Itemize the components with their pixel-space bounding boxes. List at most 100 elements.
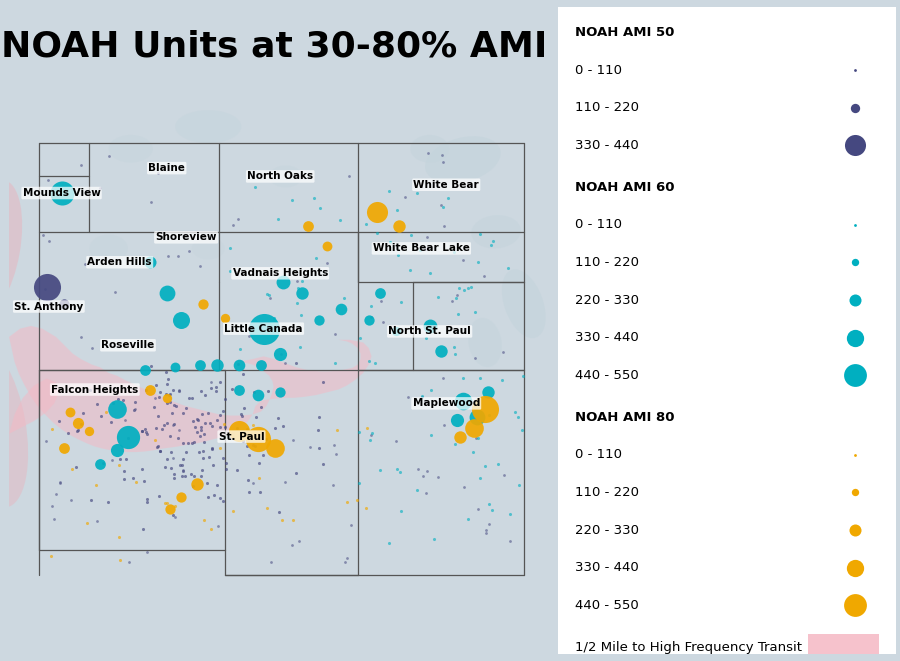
- Point: [342, 171, 356, 182]
- Ellipse shape: [0, 180, 22, 317]
- Point: [436, 201, 450, 212]
- Point: [194, 471, 208, 482]
- Point: [370, 207, 384, 217]
- Point: [248, 441, 262, 451]
- Text: Roseville: Roseville: [102, 340, 155, 350]
- Ellipse shape: [192, 237, 225, 260]
- Point: [215, 453, 230, 464]
- Ellipse shape: [468, 318, 502, 367]
- Point: [253, 402, 267, 412]
- Text: 110 - 220: 110 - 220: [575, 256, 639, 269]
- Point: [140, 427, 154, 438]
- Point: [478, 404, 492, 414]
- Ellipse shape: [410, 135, 449, 163]
- Point: [135, 464, 149, 475]
- Point: [95, 458, 110, 469]
- Point: [448, 439, 463, 449]
- Point: [85, 494, 99, 505]
- Point: [848, 65, 862, 75]
- Point: [191, 414, 205, 425]
- Point: [436, 221, 451, 231]
- Point: [309, 253, 323, 263]
- Point: [261, 290, 275, 301]
- Point: [210, 360, 224, 370]
- Point: [479, 528, 493, 539]
- Point: [275, 420, 290, 431]
- Point: [159, 366, 174, 377]
- Point: [158, 461, 172, 472]
- Point: [64, 463, 78, 474]
- Point: [373, 288, 387, 298]
- Point: [205, 421, 220, 432]
- Point: [470, 412, 484, 422]
- Text: 330 - 440: 330 - 440: [575, 331, 639, 344]
- Point: [410, 485, 424, 495]
- Point: [286, 434, 301, 445]
- Point: [364, 435, 378, 446]
- Point: [848, 102, 862, 113]
- Point: [421, 147, 436, 158]
- Point: [195, 408, 210, 419]
- Ellipse shape: [425, 136, 500, 184]
- Point: [307, 192, 321, 203]
- Point: [52, 416, 67, 426]
- Point: [186, 471, 201, 481]
- Point: [332, 215, 347, 225]
- Point: [204, 442, 219, 453]
- Point: [461, 282, 475, 293]
- Point: [41, 235, 56, 246]
- Point: [398, 192, 412, 202]
- Point: [441, 192, 455, 203]
- Point: [160, 379, 175, 390]
- Point: [390, 205, 404, 215]
- Point: [231, 214, 246, 225]
- Point: [364, 301, 378, 311]
- Point: [168, 512, 183, 522]
- Point: [165, 407, 179, 418]
- Point: [271, 412, 285, 423]
- Point: [157, 419, 171, 430]
- Point: [481, 387, 495, 397]
- Point: [201, 491, 215, 502]
- Point: [236, 436, 250, 447]
- Point: [211, 414, 225, 425]
- Point: [159, 498, 174, 508]
- Point: [99, 407, 113, 417]
- Point: [848, 563, 862, 573]
- Text: White Bear: White Bear: [413, 180, 479, 190]
- Point: [223, 243, 238, 253]
- Point: [404, 230, 419, 241]
- Point: [292, 535, 306, 546]
- Point: [73, 419, 87, 430]
- Point: [275, 276, 290, 287]
- Point: [273, 387, 287, 397]
- Point: [237, 403, 251, 414]
- Point: [171, 433, 185, 444]
- Point: [422, 321, 436, 331]
- Point: [83, 385, 97, 395]
- Point: [223, 433, 238, 444]
- Text: 330 - 440: 330 - 440: [575, 139, 639, 152]
- Point: [455, 395, 470, 406]
- Point: [196, 436, 211, 447]
- Text: Little Canada: Little Canada: [224, 324, 303, 334]
- Point: [253, 486, 267, 497]
- Point: [167, 419, 182, 430]
- Point: [207, 490, 221, 500]
- Point: [410, 464, 425, 475]
- Point: [294, 310, 309, 321]
- Point: [194, 422, 208, 432]
- Point: [193, 360, 207, 370]
- Point: [240, 428, 255, 439]
- Point: [312, 202, 327, 213]
- Point: [226, 506, 240, 517]
- Point: [143, 361, 157, 371]
- Point: [148, 435, 163, 446]
- Point: [419, 487, 434, 498]
- Point: [172, 385, 186, 395]
- Point: [482, 519, 496, 529]
- Point: [152, 490, 166, 501]
- Point: [219, 463, 233, 474]
- Point: [295, 276, 310, 286]
- Point: [848, 140, 862, 151]
